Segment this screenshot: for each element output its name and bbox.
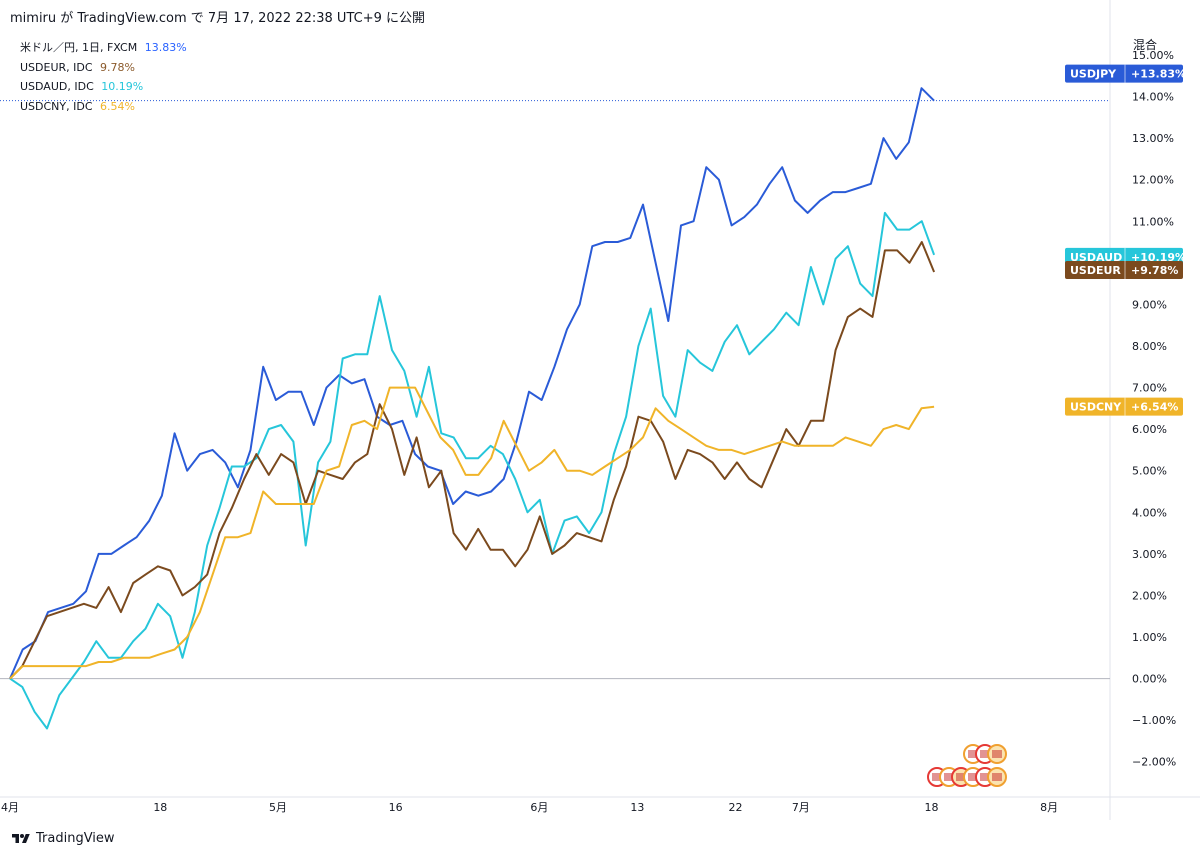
- y-tick-label: 7.00%: [1132, 382, 1167, 395]
- legend-row-usdeur[interactable]: USDEUR, IDC 9.78%: [20, 58, 187, 78]
- tradingview-logo-icon: [12, 833, 30, 843]
- price-tag-usdjpy[interactable]: USDJPY +13.83%: [1065, 64, 1186, 83]
- x-tick-label: 6月: [530, 801, 548, 814]
- price-tag-box: [1065, 397, 1183, 416]
- tradingview-brand[interactable]: TradingView: [12, 831, 115, 846]
- price-tag-box: [1065, 260, 1183, 279]
- series-line-usdaud[interactable]: [9, 211, 936, 730]
- y-tick-label: 12.00%: [1132, 174, 1174, 187]
- flag-icon: [932, 773, 942, 781]
- economic-events[interactable]: [927, 744, 1007, 787]
- y-tick-label: −2.00%: [1132, 756, 1176, 769]
- scale-mode-label[interactable]: 混合: [1133, 38, 1158, 52]
- legend-row-usdaud[interactable]: USDAUD, IDC 10.19%: [20, 77, 187, 97]
- legend-row-usdjpy[interactable]: 米ドル／円, 1日, FXCM 13.83%: [20, 38, 187, 58]
- y-tick-label: 3.00%: [1132, 548, 1167, 561]
- series-line-usdeur[interactable]: [9, 241, 936, 680]
- flag-icon: [956, 773, 966, 781]
- x-tick-label: 18: [925, 801, 939, 814]
- x-tick-label: 13: [630, 801, 644, 814]
- flag-icon: [944, 773, 954, 781]
- y-tick-label: −1.00%: [1132, 714, 1176, 727]
- y-tick-label: 14.00%: [1132, 91, 1174, 104]
- y-tick-label: 9.00%: [1132, 298, 1167, 311]
- x-tick-label: 16: [389, 801, 403, 814]
- price-tag-value: +13.83%: [1131, 68, 1186, 81]
- chart-legend: 米ドル／円, 1日, FXCM 13.83% USDEUR, IDC 9.78%…: [20, 38, 187, 116]
- price-tag-symbol: USDEUR: [1070, 264, 1121, 277]
- legend-value: 6.54%: [100, 99, 135, 113]
- price-tag-usdcny[interactable]: USDCNY +6.54%: [1065, 397, 1183, 416]
- price-tag-usdeur[interactable]: USDEUR +9.78%: [1065, 260, 1183, 279]
- legend-value: 13.83%: [144, 41, 187, 54]
- series-line-usdcny[interactable]: [9, 386, 935, 680]
- flag-icon: [980, 773, 990, 781]
- legend-symbol: USDAUD, IDC: [20, 80, 94, 93]
- y-tick-label: 15.00%: [1132, 49, 1174, 62]
- flag-icon: [968, 750, 978, 758]
- legend-symbol: USDCNY, IDC: [20, 99, 93, 113]
- legend-row-usdcny[interactable]: USDCNY, IDC 6.54%: [20, 97, 187, 117]
- brand-name: TradingView: [36, 831, 115, 846]
- y-tick-label: 6.00%: [1132, 423, 1167, 436]
- x-tick-label: 8月: [1040, 801, 1058, 814]
- x-tick-label: 22: [728, 801, 742, 814]
- price-tag-value: +6.54%: [1131, 401, 1178, 414]
- legend-value: 10.19%: [101, 80, 144, 93]
- flag-icon: [992, 750, 1002, 758]
- flag-icon: [968, 773, 978, 781]
- series-line-usdjpy[interactable]: [9, 87, 935, 679]
- legend-symbol: 米ドル／円, 1日, FXCM: [20, 41, 138, 54]
- x-tick-label: 18: [153, 801, 167, 814]
- x-tick-label: 5月: [269, 801, 287, 814]
- y-tick-label: 5.00%: [1132, 465, 1167, 478]
- price-tag-value: +9.78%: [1131, 264, 1178, 277]
- y-tick-label: 0.00%: [1132, 673, 1167, 686]
- price-tag-symbol: USDJPY: [1070, 68, 1117, 81]
- x-tick-label: 4月: [1, 801, 19, 814]
- legend-value: 9.78%: [100, 60, 135, 74]
- legend-symbol: USDEUR, IDC: [20, 60, 93, 74]
- y-tick-label: 4.00%: [1132, 506, 1167, 519]
- price-tag-symbol: USDAUD: [1070, 251, 1122, 264]
- flag-icon: [992, 773, 1002, 781]
- price-tag-box: [1065, 64, 1183, 83]
- price-tag-symbol: USDCNY: [1070, 401, 1122, 414]
- y-tick-label: 13.00%: [1132, 132, 1174, 145]
- y-tick-label: 1.00%: [1132, 631, 1167, 644]
- y-tick-label: 2.00%: [1132, 589, 1167, 602]
- price-tag-value: +10.19%: [1131, 251, 1186, 264]
- flag-icon: [980, 750, 990, 758]
- publish-info: mimiru が TradingView.com で 7月 17, 2022 2…: [10, 11, 426, 26]
- y-tick-label: 11.00%: [1132, 215, 1174, 228]
- x-tick-label: 7月: [792, 801, 810, 814]
- y-tick-label: 8.00%: [1132, 340, 1167, 353]
